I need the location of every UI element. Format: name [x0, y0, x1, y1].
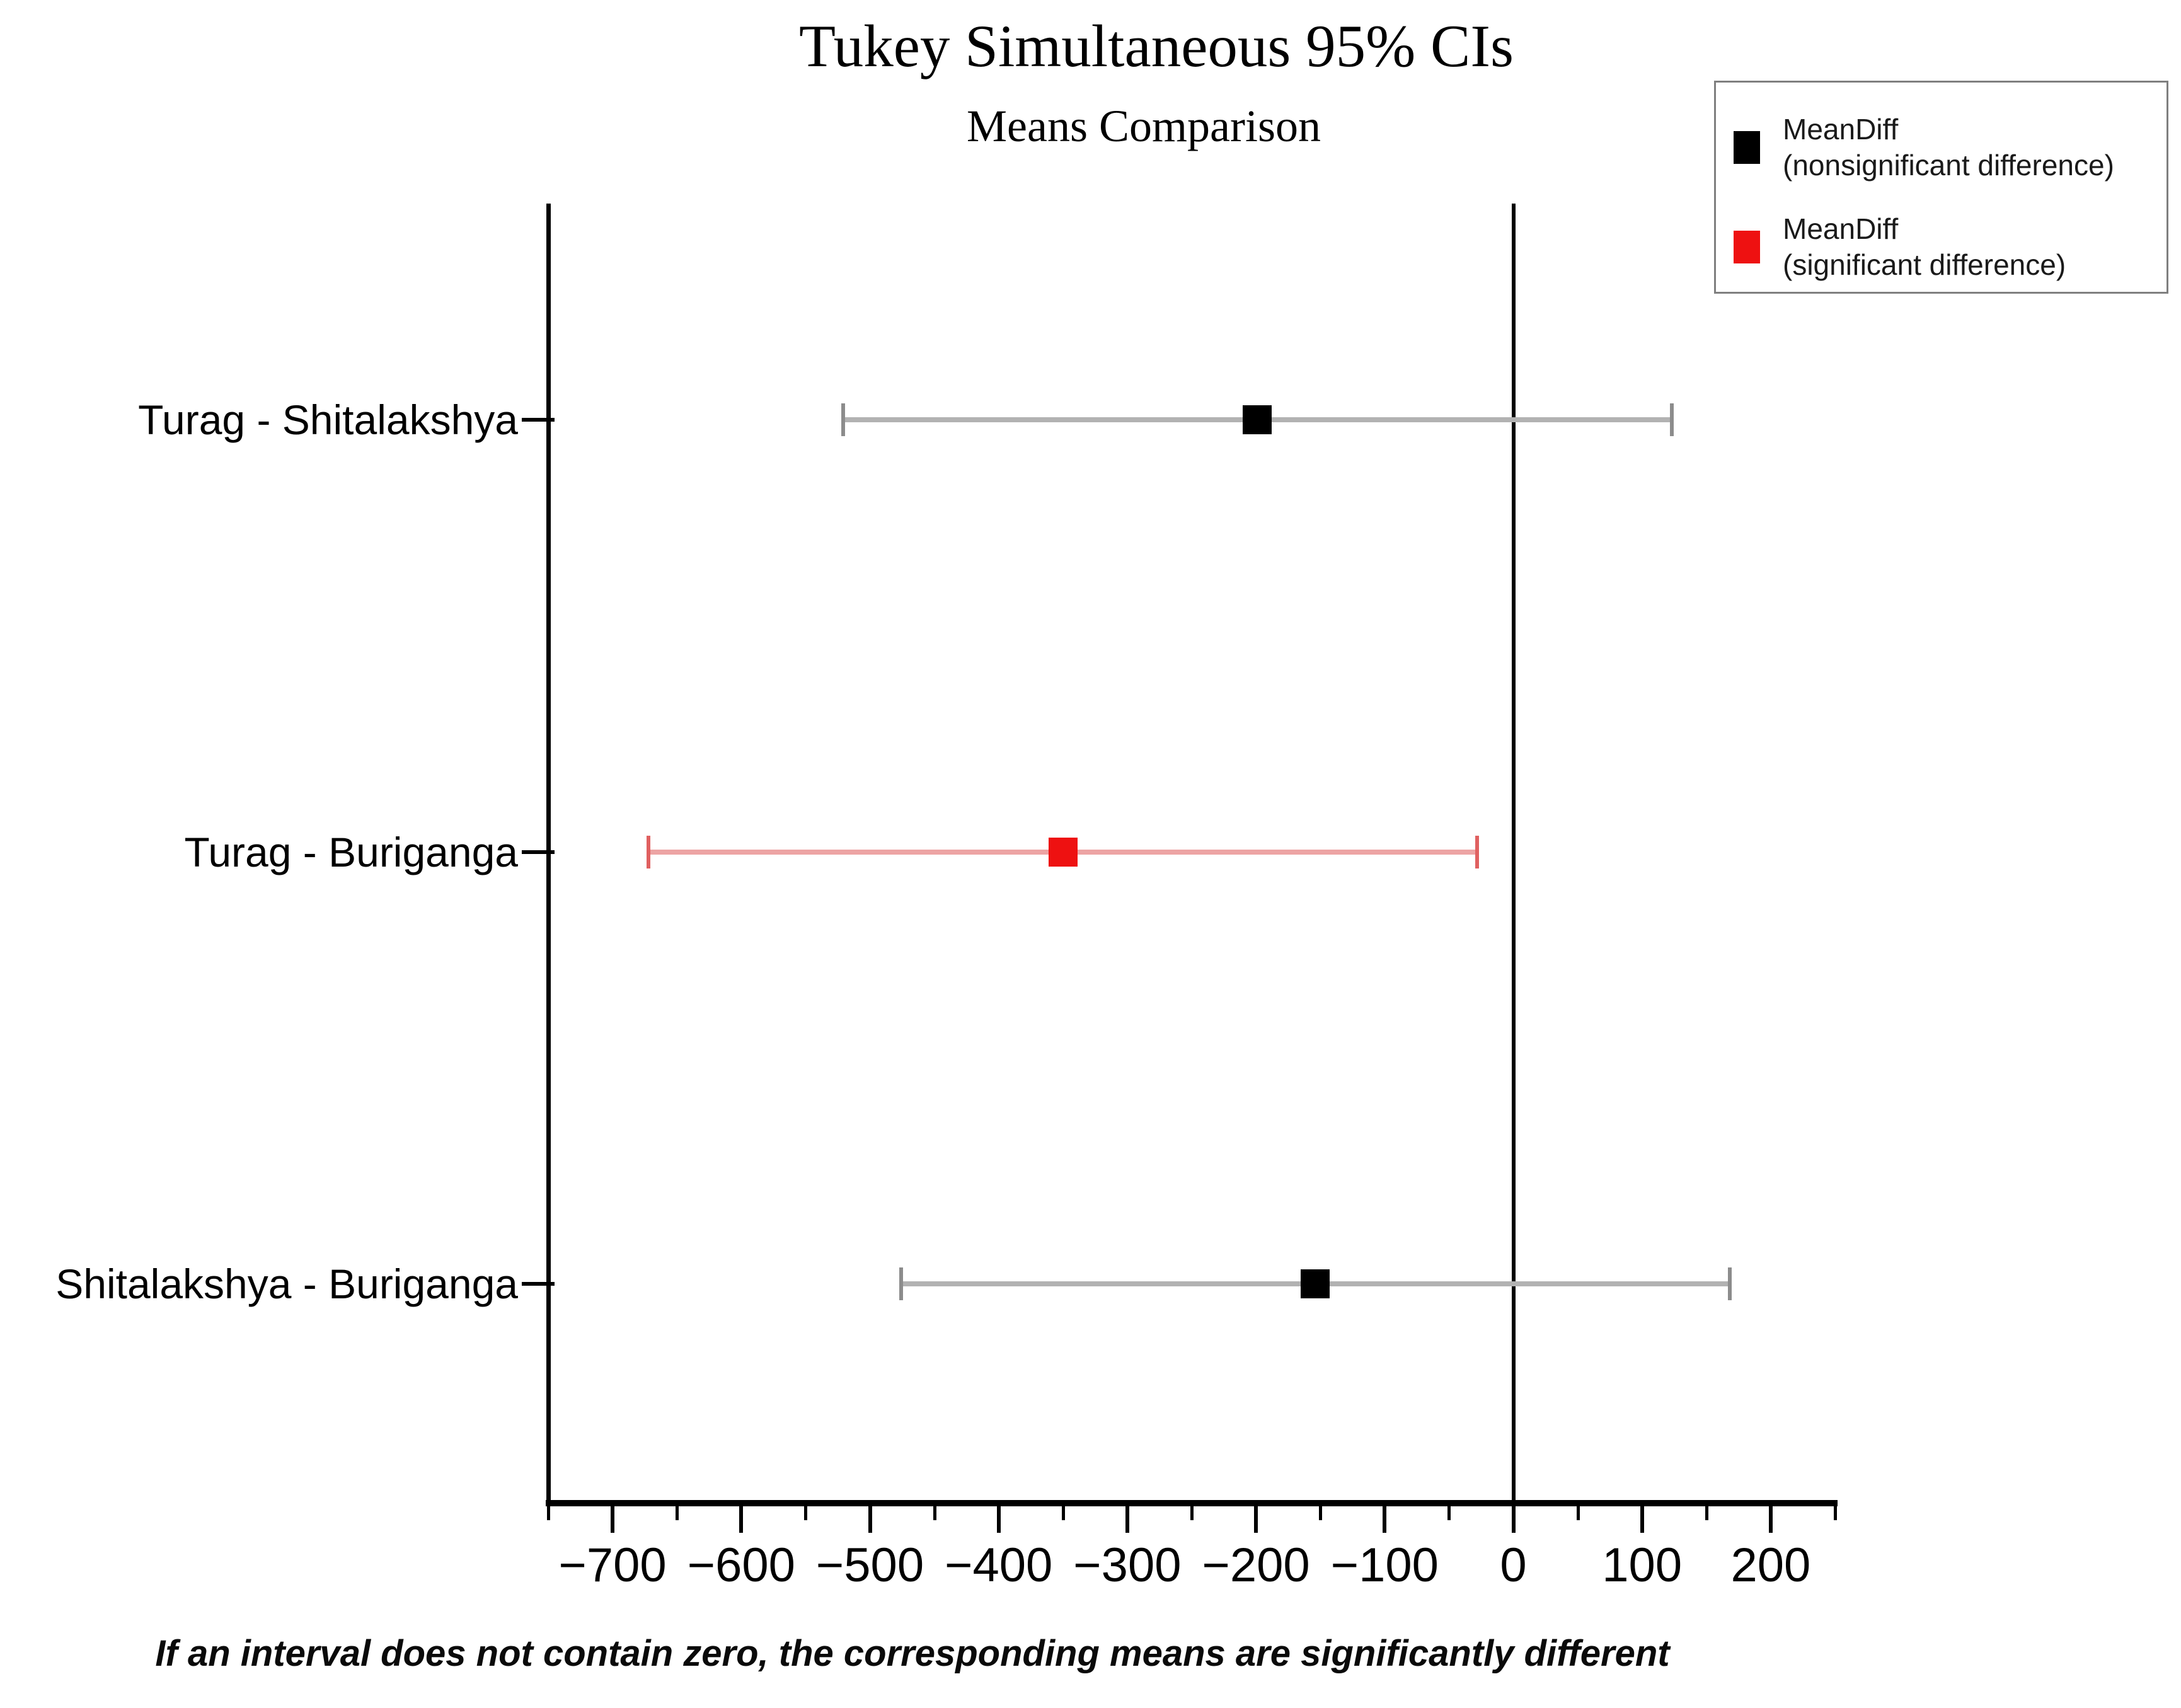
legend-swatch-significant-icon: [1734, 231, 1760, 263]
chart-title: Tukey Simultaneous 95% CIs: [799, 13, 1514, 79]
legend-label-line2: (nonsignificant difference): [1783, 149, 2114, 182]
x-minor-tick: [1705, 1506, 1708, 1520]
ci-cap-right: [1669, 403, 1674, 436]
mean-diff-marker: [1048, 837, 1078, 867]
legend-label-line2: (significant difference): [1783, 248, 2066, 281]
x-minor-tick: [1834, 1506, 1837, 1520]
ci-cap-right: [1727, 1267, 1732, 1301]
legend-item-nonsignificant: MeanDiff (nonsignificant difference): [1734, 112, 2155, 183]
x-major-tick: [868, 1506, 872, 1533]
x-major-tick: [1511, 1506, 1516, 1533]
x-minor-tick: [1576, 1506, 1580, 1520]
ci-cap-left: [841, 403, 845, 436]
y-axis-tick: [522, 417, 555, 422]
legend-label-nonsignificant: MeanDiff (nonsignificant difference): [1783, 112, 2114, 183]
chart-subtitle: Means Comparison: [967, 101, 1321, 151]
x-tick-label: −100: [1330, 1538, 1439, 1592]
footnote: If an interval does not contain zero, th…: [155, 1633, 1670, 1674]
legend-item-significant: MeanDiff (significant difference): [1734, 211, 2155, 283]
x-tick-label: 100: [1602, 1538, 1683, 1592]
x-tick-label: −500: [815, 1538, 924, 1592]
legend-swatch-nonsignificant-icon: [1734, 131, 1760, 164]
x-tick-label: −700: [558, 1538, 667, 1592]
x-minor-tick: [1319, 1506, 1323, 1520]
x-minor-tick: [804, 1506, 808, 1520]
legend-label-line1: MeanDiff: [1783, 212, 1899, 245]
x-major-tick: [611, 1506, 615, 1533]
x-minor-tick: [1447, 1506, 1451, 1520]
x-tick-label: −300: [1073, 1538, 1182, 1592]
y-category-label: Turag - Shitalakshya: [138, 396, 518, 443]
ci-cap-left: [647, 835, 651, 868]
x-major-tick: [739, 1506, 744, 1533]
y-category-label: Turag - Buriganga: [184, 828, 518, 875]
y-axis-tick: [522, 1282, 555, 1286]
x-major-tick: [1125, 1506, 1129, 1533]
x-minor-tick: [933, 1506, 936, 1520]
x-major-tick: [996, 1506, 1001, 1533]
legend-label-line1: MeanDiff: [1783, 113, 1899, 146]
x-minor-tick: [1190, 1506, 1194, 1520]
y-category-label: Shitalakshya - Buriganga: [55, 1261, 518, 1308]
x-minor-tick: [547, 1506, 550, 1520]
zero-reference-line: [1511, 204, 1516, 1506]
y-axis-tick: [522, 850, 555, 854]
x-minor-tick: [676, 1506, 679, 1520]
x-major-tick: [1383, 1506, 1387, 1533]
x-tick-label: −600: [687, 1538, 795, 1592]
x-tick-label: 0: [1500, 1538, 1527, 1592]
x-major-tick: [1254, 1506, 1258, 1533]
x-tick-label: 200: [1730, 1538, 1811, 1592]
ci-cap-left: [899, 1267, 903, 1301]
mean-diff-marker: [1301, 1269, 1330, 1299]
x-major-tick: [1640, 1506, 1644, 1533]
x-tick-label: −400: [945, 1538, 1053, 1592]
x-major-tick: [1768, 1506, 1773, 1533]
legend: MeanDiff (nonsignificant difference) Mea…: [1714, 81, 2168, 294]
x-axis-line: [546, 1500, 1838, 1506]
legend-label-significant: MeanDiff (significant difference): [1783, 211, 2066, 283]
x-minor-tick: [1061, 1506, 1065, 1520]
x-tick-label: −200: [1202, 1538, 1310, 1592]
mean-diff-marker: [1243, 405, 1272, 434]
ci-cap-right: [1475, 835, 1480, 868]
